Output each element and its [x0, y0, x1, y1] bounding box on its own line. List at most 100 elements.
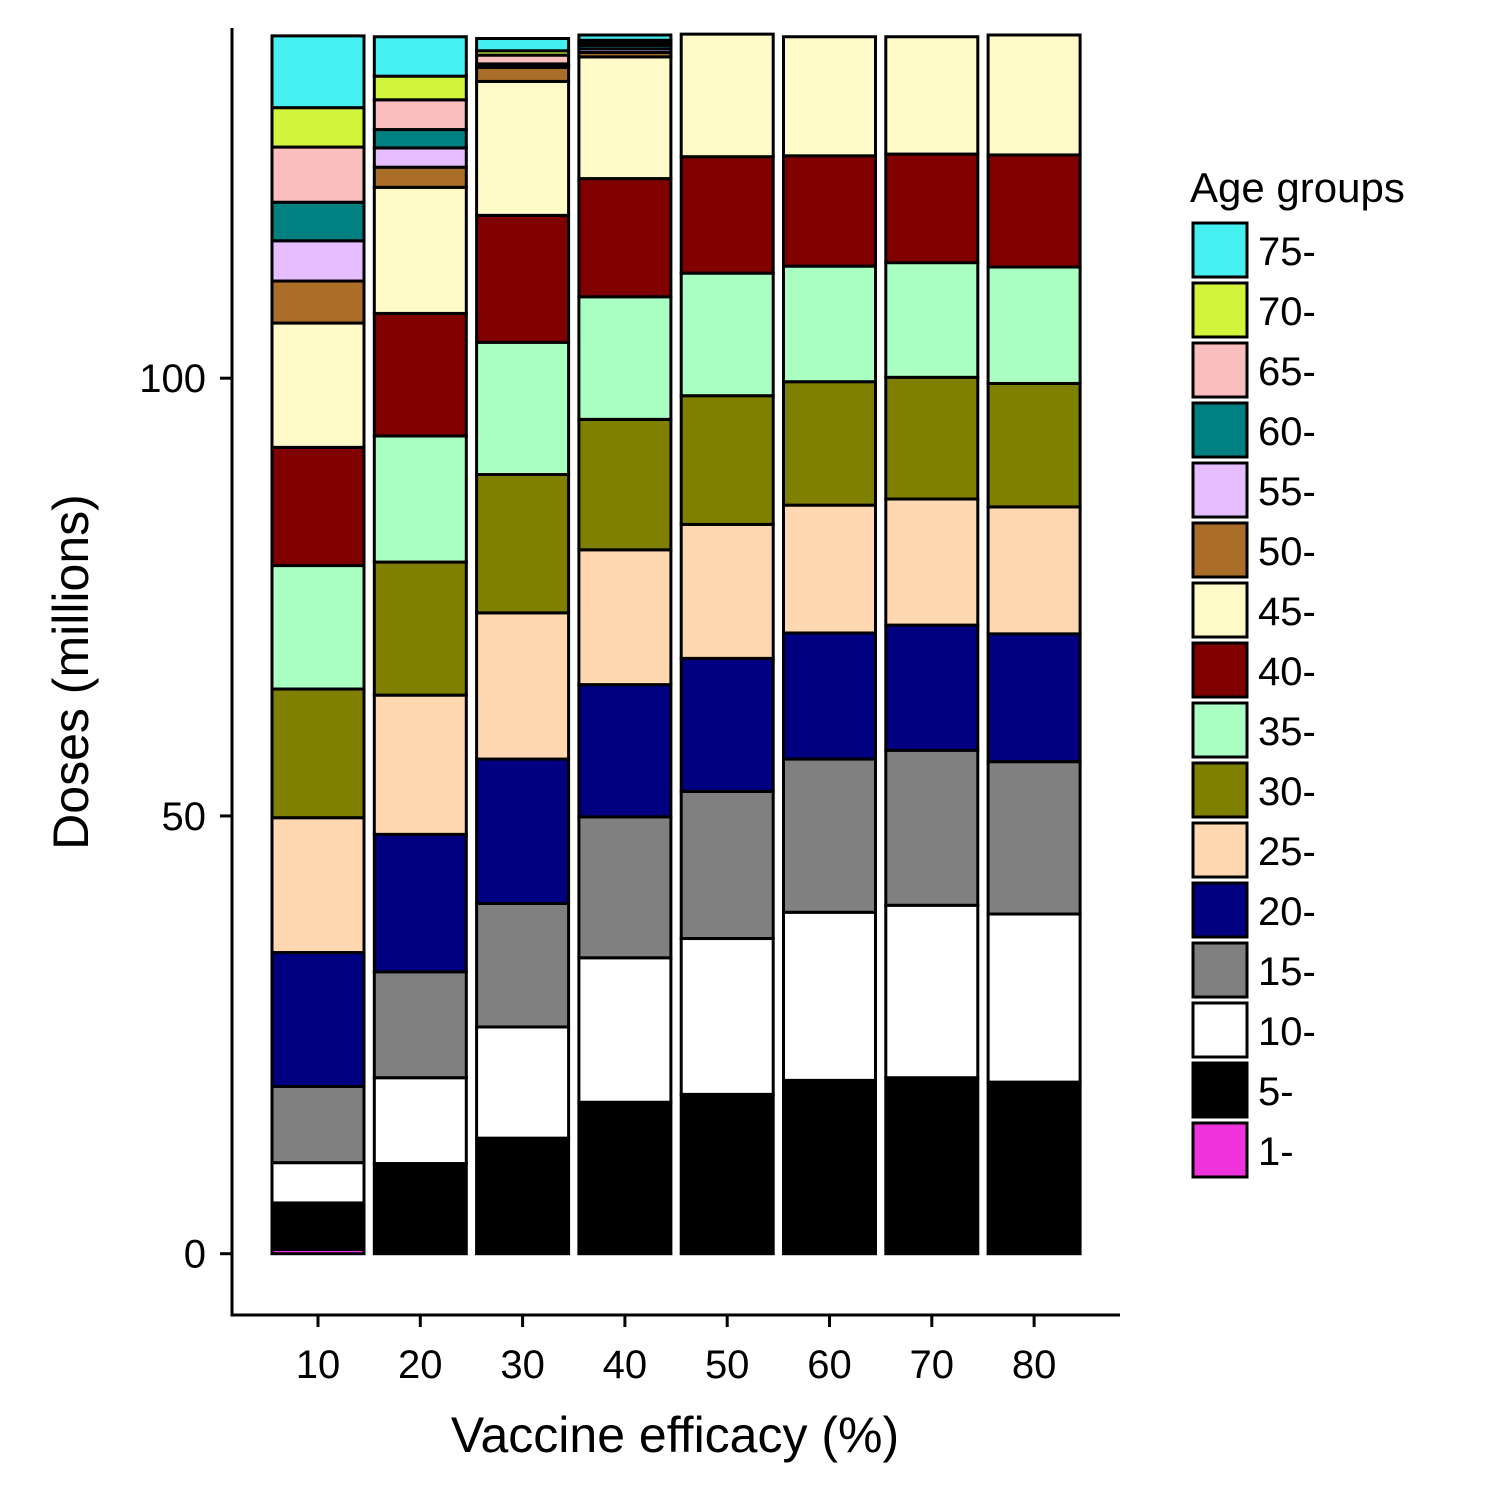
bar-segment-40-35 — [577, 295, 673, 421]
bar-segment-40-15 — [577, 815, 673, 960]
legend-swatch — [1191, 401, 1249, 459]
bar-segment-30-25 — [475, 611, 571, 761]
bar-segment-40-20 — [577, 683, 673, 819]
bar-segment-20-5 — [372, 1162, 468, 1256]
bar-segment-10-75 — [270, 34, 366, 110]
y-axis-title: Doses (millions) — [43, 494, 99, 850]
bar-segment-30-40 — [475, 213, 571, 344]
bar-segment-40-30 — [577, 417, 673, 552]
bar-segment-40-45 — [577, 55, 673, 181]
bar-segment-40-10 — [577, 956, 673, 1104]
bar-segment-10-60 — [270, 200, 366, 243]
legend-swatch — [1191, 221, 1249, 279]
bar-segment-80-30 — [986, 381, 1082, 509]
bar-segment-10-50 — [270, 279, 366, 325]
bar-segment-10-10 — [270, 1161, 366, 1205]
bar-segment-80-25 — [986, 505, 1082, 636]
bar-segment-30-15 — [475, 902, 571, 1029]
bar-segment-60-10 — [782, 910, 877, 1082]
x-tick-label: 20 — [398, 1343, 443, 1387]
bar-segment-40-40 — [577, 177, 673, 299]
bar-segment-30-10 — [475, 1025, 571, 1140]
bar-segment-60-30 — [782, 380, 877, 507]
legend-label: 20- — [1258, 890, 1316, 934]
bar-segment-20-65 — [372, 98, 468, 132]
bar-segment-70-20 — [884, 623, 980, 752]
bar-segment-20-50 — [372, 165, 468, 189]
x-axis-ticks: 10 20 30 40 50 60 70 80 — [296, 1315, 1057, 1387]
bar-segment-10-55 — [270, 239, 366, 283]
legend-label: 50- — [1258, 530, 1316, 574]
bar-segment-40-25 — [577, 548, 673, 687]
bar-segment-10-35 — [270, 564, 366, 691]
x-tick-label: 10 — [296, 1343, 341, 1387]
legend-label: 30- — [1258, 770, 1316, 814]
bar-segment-60-15 — [782, 757, 877, 914]
y-tick-label: 50 — [162, 795, 207, 839]
bar-segment-70-35 — [884, 261, 980, 379]
bar-segment-80-20 — [986, 632, 1082, 764]
legend-swatch — [1191, 1001, 1249, 1059]
bar-segment-20-15 — [372, 970, 468, 1080]
legend-label: 40- — [1258, 650, 1316, 694]
legend-swatch — [1191, 761, 1249, 819]
x-tick-label: 40 — [603, 1343, 648, 1387]
y-axis-ticks: 0 50 100 — [139, 357, 232, 1277]
bars-layer — [270, 32, 1082, 1256]
x-tick-label: 60 — [807, 1343, 852, 1387]
bar-segment-50-5 — [679, 1092, 775, 1256]
bar-segment-30-35 — [475, 340, 571, 477]
bar-segment-70-5 — [884, 1076, 980, 1256]
bar-segment-30-45 — [475, 79, 571, 217]
bar-segment-10-5 — [270, 1201, 366, 1251]
x-tick-label: 70 — [910, 1343, 955, 1387]
bar-segment-10-40 — [270, 445, 366, 568]
bar-segment-50-30 — [679, 394, 775, 526]
bar-segment-20-70 — [372, 74, 468, 102]
bar-segment-20-20 — [372, 832, 468, 974]
bar-segment-60-45 — [782, 35, 877, 158]
bar-segment-70-30 — [884, 375, 980, 501]
bar-segment-80-5 — [986, 1080, 1082, 1256]
legend-label: 10- — [1258, 1010, 1316, 1054]
bar-segment-60-25 — [782, 503, 877, 635]
legend-label: 45- — [1258, 590, 1316, 634]
bar-segment-10-30 — [270, 687, 366, 820]
bar-segment-70-45 — [884, 35, 980, 156]
legend-label: 25- — [1258, 830, 1316, 874]
legend-swatch — [1191, 1061, 1249, 1119]
bar-segment-50-25 — [679, 522, 775, 660]
bar-segment-70-25 — [884, 497, 980, 627]
bar-segment-30-30 — [475, 473, 571, 615]
legend-swatch — [1191, 461, 1249, 519]
bar-segment-50-35 — [679, 271, 775, 398]
bar-segment-20-25 — [372, 693, 468, 836]
bar-segment-60-20 — [782, 631, 877, 761]
bar-segment-80-35 — [986, 265, 1082, 385]
bar-segment-50-45 — [679, 32, 775, 159]
bar-segment-10-15 — [270, 1084, 366, 1165]
bar-segment-60-40 — [782, 154, 877, 268]
x-tick-label: 80 — [1012, 1343, 1057, 1387]
bar-segment-20-35 — [372, 434, 468, 564]
legend-label: 35- — [1258, 710, 1316, 754]
bar-segment-80-45 — [986, 33, 1082, 157]
bar-segment-50-40 — [679, 155, 775, 275]
legend-swatch — [1191, 941, 1249, 999]
legend-swatch — [1191, 341, 1249, 399]
y-tick-label: 0 — [184, 1233, 206, 1277]
bar-segment-40-5 — [577, 1100, 673, 1256]
legend-label: 75- — [1258, 230, 1316, 274]
legend-label: 60- — [1258, 410, 1316, 454]
bar-segment-10-45 — [270, 321, 366, 449]
bar-segment-20-60 — [372, 128, 468, 150]
bar-segment-70-15 — [884, 748, 980, 907]
bar-segment-70-10 — [884, 903, 980, 1080]
bar-segment-50-15 — [679, 789, 775, 941]
bar-segment-20-55 — [372, 146, 468, 169]
legend-label: 65- — [1258, 350, 1316, 394]
bar-segment-20-45 — [372, 185, 468, 315]
bar-segment-10-65 — [270, 145, 366, 204]
bar-segment-30-50 — [475, 65, 571, 83]
